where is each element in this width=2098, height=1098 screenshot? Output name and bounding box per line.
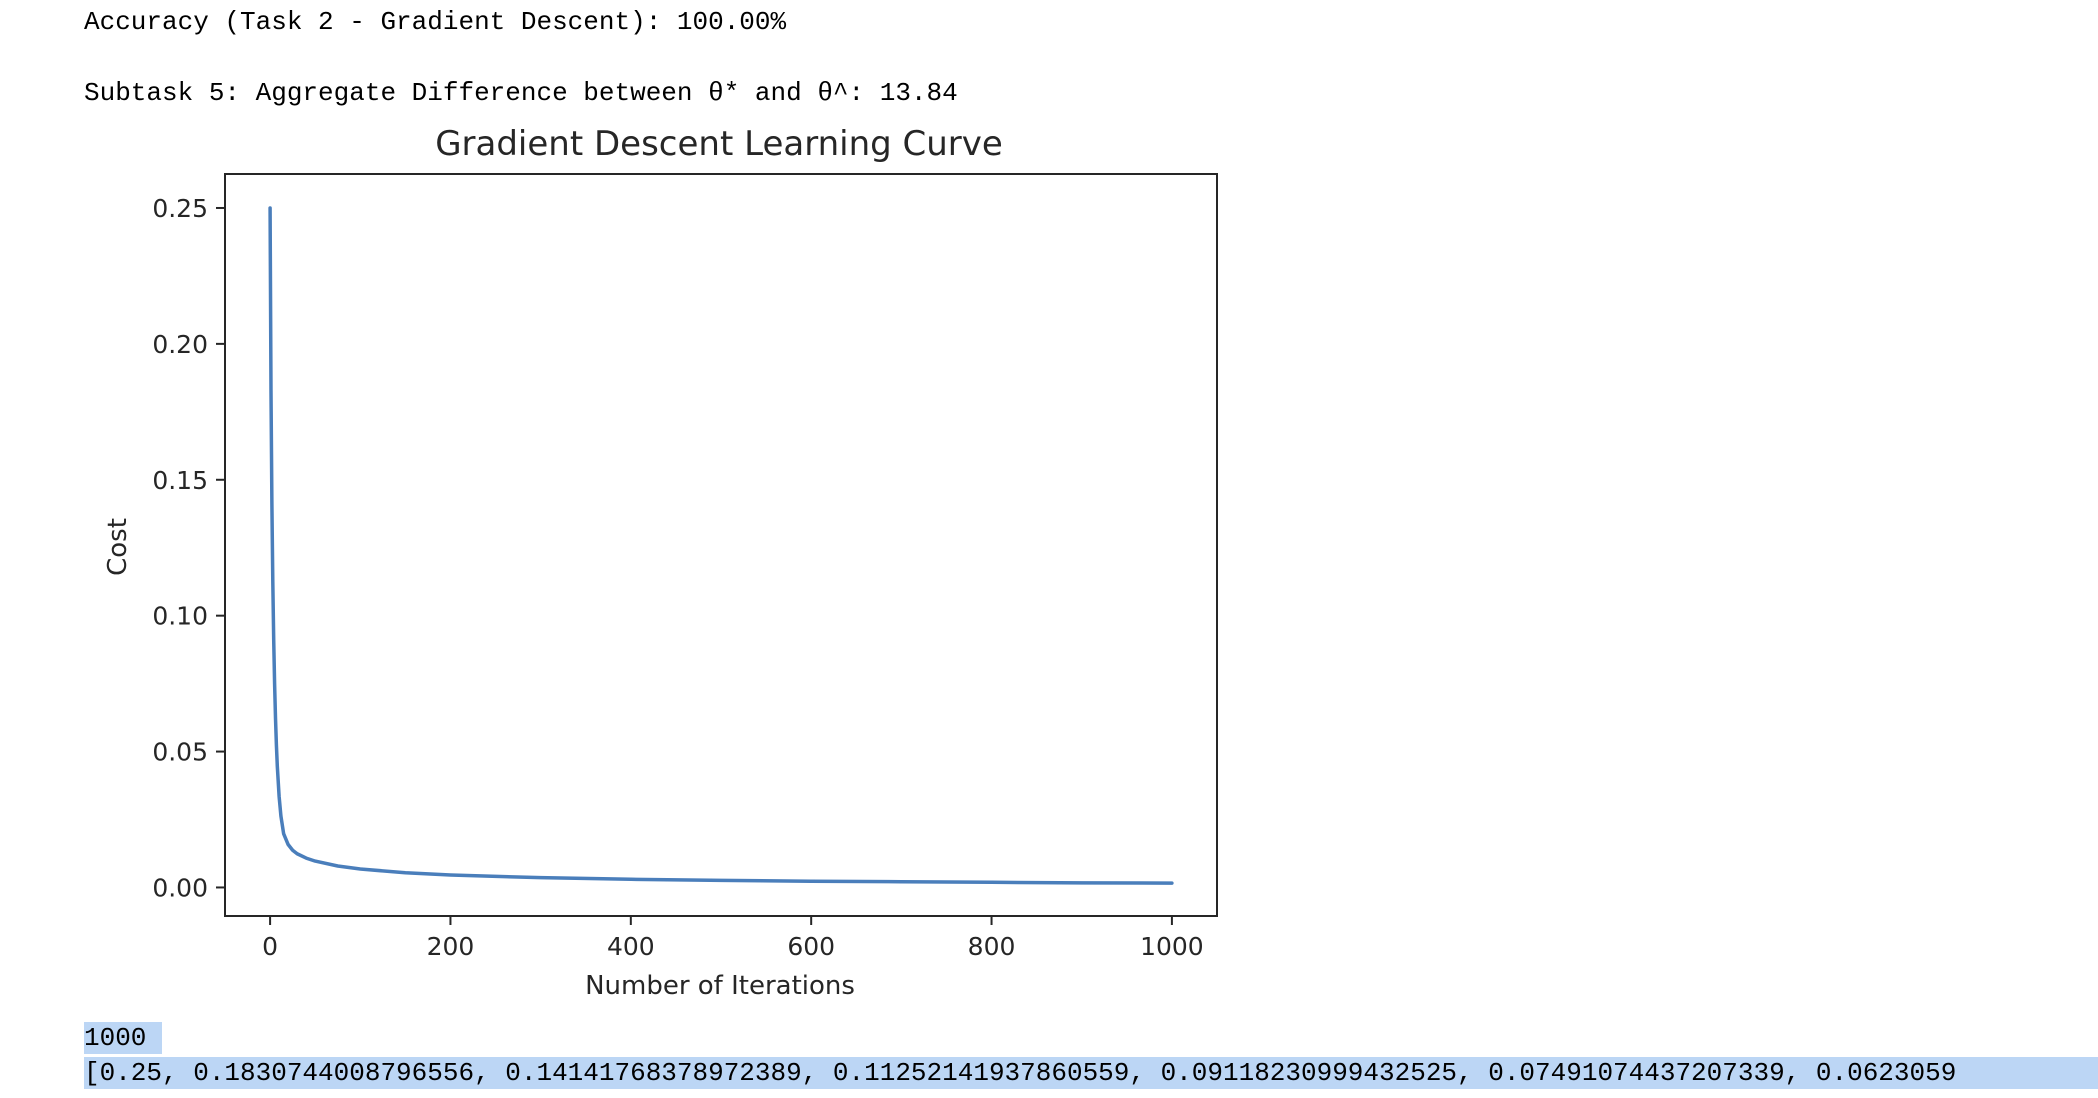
x-tick-label: 800 (968, 932, 1016, 961)
cost-series-line (268, 206, 1174, 885)
y-axis-label: Cost (103, 518, 133, 576)
y-tick-label: 0.05 (152, 738, 208, 767)
x-tick-label: 600 (787, 932, 835, 961)
cost-list-output: [0.25, 0.183074400879655​6, 0.1414176837… (84, 1057, 2098, 1089)
x-axis: 0 200 400 600 800 1000 (262, 916, 1204, 961)
y-tick-label: 0.15 (152, 466, 208, 495)
x-tick-label: 1000 (1140, 932, 1204, 961)
y-tick-label: 0.10 (152, 602, 208, 631)
plot-area-frame (224, 173, 1218, 917)
x-tick-label: 200 (427, 932, 475, 961)
accuracy-output-line: Accuracy (Task 2 - Gradient Descent): 10… (84, 7, 787, 37)
y-tick-label: 0.20 (152, 330, 208, 359)
subtask-output-line: Subtask 5: Aggregate Difference between … (84, 78, 958, 108)
learning-curve-chart: Gradient Descent Learning Curve 0.00 0.05… (103, 124, 1218, 1001)
x-tick-label: 0 (262, 932, 278, 961)
x-axis-label: Number of Iterations (585, 971, 855, 1001)
y-tick-label: 0.25 (152, 194, 208, 223)
x-tick-label: 400 (607, 932, 655, 961)
y-axis: 0.00 0.05 0.10 0.15 0.20 0.25 (152, 194, 225, 902)
y-tick-label: 0.00 (152, 873, 208, 902)
chart-title: Gradient Descent Learning Curve (435, 124, 1003, 164)
iteration-count-output: 1000 (84, 1022, 163, 1054)
